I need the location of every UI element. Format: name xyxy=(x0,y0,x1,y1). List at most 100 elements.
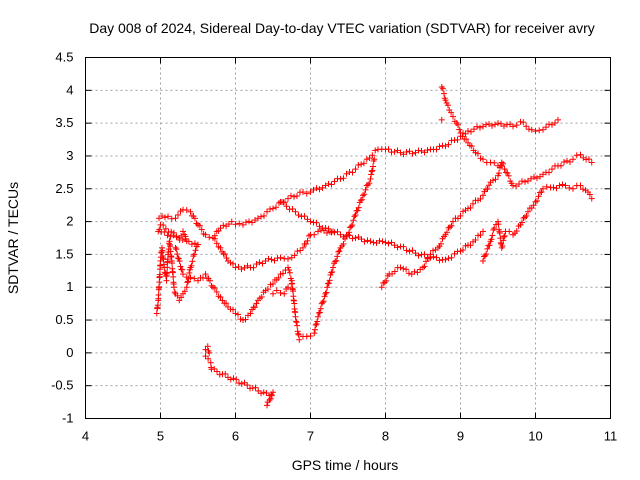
data-point xyxy=(170,273,177,280)
data-point xyxy=(354,207,361,214)
data-point xyxy=(294,193,300,200)
data-point xyxy=(349,222,356,229)
data-point xyxy=(243,219,249,226)
data-point xyxy=(312,326,318,333)
data-point xyxy=(323,289,330,296)
data-point xyxy=(230,375,237,382)
data-point xyxy=(331,178,338,185)
data-point xyxy=(171,284,177,291)
data-point xyxy=(195,241,201,248)
data-point xyxy=(484,245,491,252)
data-point xyxy=(523,212,530,219)
data-point xyxy=(456,126,463,133)
data-point xyxy=(556,182,563,189)
data-point xyxy=(403,149,410,156)
data-point xyxy=(188,241,195,248)
data-point xyxy=(261,212,267,219)
data-point xyxy=(438,240,444,247)
data-point xyxy=(369,167,376,174)
data-point xyxy=(468,143,475,150)
data-point xyxy=(491,225,498,232)
data-point xyxy=(213,240,220,247)
data-point xyxy=(175,255,181,262)
data-point xyxy=(447,224,453,231)
data-point xyxy=(211,365,218,372)
data-point xyxy=(167,233,174,240)
data-point xyxy=(439,85,446,92)
data-point xyxy=(211,285,218,292)
data-point xyxy=(223,300,230,307)
data-point xyxy=(486,182,492,189)
data-point xyxy=(484,185,491,192)
data-point xyxy=(183,284,190,291)
data-point xyxy=(292,313,299,320)
data-point xyxy=(322,290,329,297)
data-point xyxy=(285,195,291,202)
data-point xyxy=(352,235,359,241)
data-point xyxy=(486,242,493,249)
data-point xyxy=(357,197,364,204)
data-point xyxy=(230,260,236,267)
data-point xyxy=(400,243,407,250)
data-point xyxy=(383,277,390,284)
data-point xyxy=(207,277,213,284)
data-point xyxy=(369,152,376,159)
data-point xyxy=(553,185,560,192)
data-point xyxy=(564,157,570,164)
data-point xyxy=(520,119,527,126)
data-point xyxy=(176,258,183,265)
x-axis-label: GPS time / hours xyxy=(292,457,399,473)
data-point xyxy=(273,287,280,294)
data-point xyxy=(480,156,486,163)
x-tick-label: 6 xyxy=(232,429,239,444)
data-point xyxy=(362,186,369,193)
data-point xyxy=(495,120,501,127)
data-point xyxy=(519,178,525,185)
data-point xyxy=(160,222,167,229)
data-point xyxy=(332,258,339,265)
data-point xyxy=(367,175,374,182)
data-point xyxy=(264,208,270,215)
data-point xyxy=(277,289,284,296)
data-point xyxy=(326,277,333,284)
data-point xyxy=(306,232,312,239)
data-point xyxy=(333,257,340,264)
data-point xyxy=(313,219,320,226)
data-point xyxy=(495,221,502,228)
data-point xyxy=(358,236,365,243)
data-point xyxy=(167,243,174,250)
data-point xyxy=(427,251,434,258)
data-point xyxy=(372,147,379,154)
data-point xyxy=(530,202,537,209)
data-point xyxy=(236,220,243,227)
data-point xyxy=(297,247,304,254)
data-point xyxy=(183,207,190,214)
data-point xyxy=(268,256,275,263)
data-point xyxy=(379,238,386,245)
data-point xyxy=(250,264,257,271)
data-point xyxy=(350,217,357,224)
data-point xyxy=(477,195,484,202)
data-point xyxy=(361,238,368,245)
data-point xyxy=(412,250,419,257)
data-point xyxy=(293,319,300,326)
data-point xyxy=(433,146,440,153)
data-point xyxy=(501,166,508,173)
data-point xyxy=(303,240,309,247)
data-point xyxy=(496,230,503,237)
x-tick-label: 11 xyxy=(604,429,618,444)
data-point xyxy=(525,208,531,215)
data-point xyxy=(334,253,341,260)
data-point xyxy=(258,293,265,300)
data-point xyxy=(348,223,355,230)
data-point xyxy=(468,128,474,135)
data-point xyxy=(355,204,362,211)
data-point xyxy=(289,205,296,212)
grid-lines xyxy=(85,57,611,419)
data-point xyxy=(570,156,576,163)
data-point xyxy=(562,182,569,189)
data-point xyxy=(585,156,592,163)
data-point xyxy=(501,232,508,239)
data-point xyxy=(177,263,184,270)
data-point xyxy=(315,313,321,320)
